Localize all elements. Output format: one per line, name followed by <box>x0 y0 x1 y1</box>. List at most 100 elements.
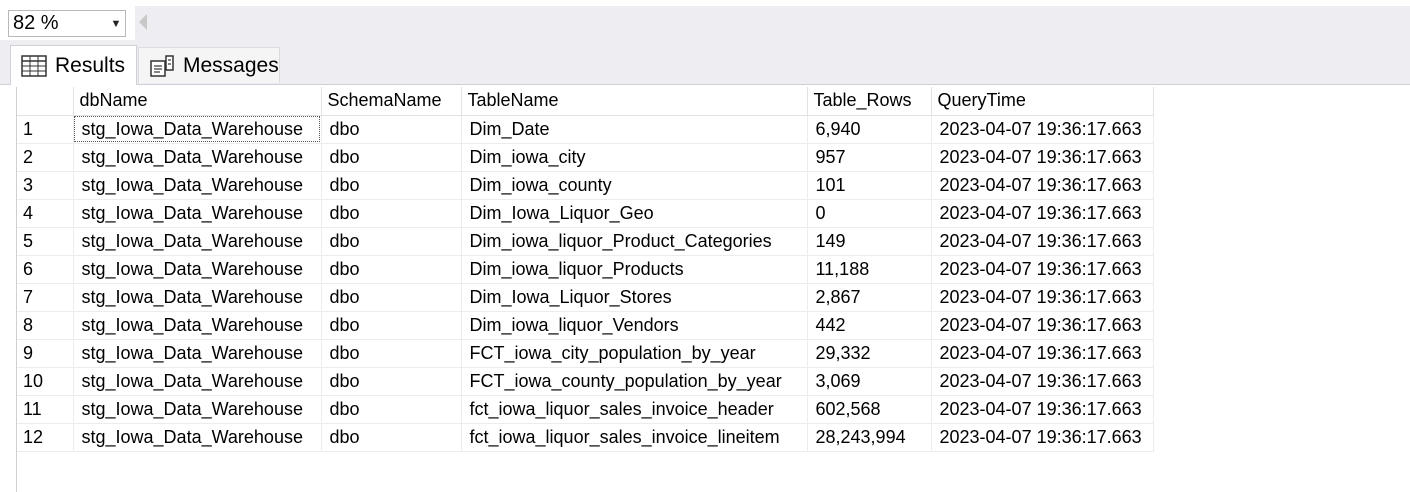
cell-querytime[interactable]: 2023-04-07 19:36:17.663 <box>931 311 1154 340</box>
cell-dbname[interactable]: stg_Iowa_Data_Warehouse <box>73 339 322 368</box>
cell-table-rows[interactable]: 2,867 <box>807 283 932 312</box>
row-number[interactable]: 6 <box>17 255 74 284</box>
chevron-down-icon[interactable]: ▼ <box>110 17 122 30</box>
cell-tablename[interactable]: Dim_iowa_liquor_Product_Categories <box>461 227 808 256</box>
scroll-left-icon[interactable] <box>139 14 147 30</box>
cell-tablename[interactable]: Dim_Date <box>461 115 808 144</box>
cell-querytime[interactable]: 2023-04-07 19:36:17.663 <box>931 143 1154 172</box>
row-number[interactable]: 8 <box>17 311 74 340</box>
col-header-rownum[interactable] <box>17 87 74 116</box>
cell-schemaname[interactable]: dbo <box>321 227 462 256</box>
row-number[interactable]: 5 <box>17 227 74 256</box>
cell-schemaname[interactable]: dbo <box>321 171 462 200</box>
row-number[interactable]: 1 <box>17 115 74 144</box>
table-row[interactable]: 4 stg_Iowa_Data_Warehouse dbo Dim_Iowa_L… <box>17 199 1154 228</box>
cell-table-rows[interactable]: 0 <box>807 199 932 228</box>
cell-schemaname[interactable]: dbo <box>321 395 462 424</box>
table-row[interactable]: 12 stg_Iowa_Data_Warehouse dbo fct_iowa_… <box>17 423 1154 452</box>
cell-dbname[interactable]: stg_Iowa_Data_Warehouse <box>73 283 322 312</box>
cell-dbname[interactable]: stg_Iowa_Data_Warehouse <box>73 423 322 452</box>
cell-tablename[interactable]: Dim_Iowa_Liquor_Stores <box>461 283 808 312</box>
cell-dbname[interactable]: stg_Iowa_Data_Warehouse <box>73 115 322 144</box>
cell-querytime[interactable]: 2023-04-07 19:36:17.663 <box>931 115 1154 144</box>
table-row[interactable]: 6 stg_Iowa_Data_Warehouse dbo Dim_iowa_l… <box>17 255 1154 284</box>
cell-tablename[interactable]: Dim_iowa_county <box>461 171 808 200</box>
cell-schemaname[interactable]: dbo <box>321 367 462 396</box>
col-header-schemaname[interactable]: SchemaName <box>321 87 462 116</box>
row-number[interactable]: 9 <box>17 339 74 368</box>
table-row[interactable]: 1 stg_Iowa_Data_Warehouse dbo Dim_Date 6… <box>17 115 1154 144</box>
cell-tablename[interactable]: Dim_iowa_city <box>461 143 808 172</box>
cell-querytime[interactable]: 2023-04-07 19:36:17.663 <box>931 227 1154 256</box>
cell-schemaname[interactable]: dbo <box>321 143 462 172</box>
table-row[interactable]: 2 stg_Iowa_Data_Warehouse dbo Dim_iowa_c… <box>17 143 1154 172</box>
cell-querytime[interactable]: 2023-04-07 19:36:17.663 <box>931 395 1154 424</box>
cell-table-rows[interactable]: 11,188 <box>807 255 932 284</box>
cell-dbname[interactable]: stg_Iowa_Data_Warehouse <box>73 199 322 228</box>
col-header-tablename[interactable]: TableName <box>461 87 808 116</box>
cell-table-rows[interactable]: 28,243,994 <box>807 423 932 452</box>
cell-dbname[interactable]: stg_Iowa_Data_Warehouse <box>73 143 322 172</box>
row-number[interactable]: 2 <box>17 143 74 172</box>
tab-messages-label: Messages <box>183 53 279 77</box>
tab-messages[interactable]: Messages <box>138 47 280 83</box>
table-row[interactable]: 7 stg_Iowa_Data_Warehouse dbo Dim_Iowa_L… <box>17 283 1154 312</box>
cell-dbname[interactable]: stg_Iowa_Data_Warehouse <box>73 255 322 284</box>
cell-table-rows[interactable]: 957 <box>807 143 932 172</box>
cell-schemaname[interactable]: dbo <box>321 339 462 368</box>
cell-querytime[interactable]: 2023-04-07 19:36:17.663 <box>931 423 1154 452</box>
cell-dbname[interactable]: stg_Iowa_Data_Warehouse <box>73 311 322 340</box>
cell-tablename[interactable]: Dim_iowa_liquor_Products <box>461 255 808 284</box>
tab-results-label: Results <box>55 53 126 77</box>
results-tab-bar: Results Messages <box>0 40 1410 85</box>
table-row[interactable]: 3 stg_Iowa_Data_Warehouse dbo Dim_iowa_c… <box>17 171 1154 200</box>
cell-dbname[interactable]: stg_Iowa_Data_Warehouse <box>73 367 322 396</box>
table-row[interactable]: 8 stg_Iowa_Data_Warehouse dbo Dim_iowa_l… <box>17 311 1154 340</box>
row-number[interactable]: 7 <box>17 283 74 312</box>
cell-table-rows[interactable]: 6,940 <box>807 115 932 144</box>
row-number[interactable]: 10 <box>17 367 74 396</box>
cell-tablename[interactable]: fct_iowa_liquor_sales_invoice_lineitem <box>461 423 808 452</box>
table-row[interactable]: 10 stg_Iowa_Data_Warehouse dbo FCT_iowa_… <box>17 367 1154 396</box>
cell-table-rows[interactable]: 602,568 <box>807 395 932 424</box>
cell-table-rows[interactable]: 101 <box>807 171 932 200</box>
row-number[interactable]: 12 <box>17 423 74 452</box>
cell-tablename[interactable]: fct_iowa_liquor_sales_invoice_header <box>461 395 808 424</box>
cell-querytime[interactable]: 2023-04-07 19:36:17.663 <box>931 283 1154 312</box>
cell-querytime[interactable]: 2023-04-07 19:36:17.663 <box>931 255 1154 284</box>
zoom-dropdown[interactable]: 82 % ▼ <box>8 10 126 37</box>
cell-dbname[interactable]: stg_Iowa_Data_Warehouse <box>73 227 322 256</box>
horizontal-scrollbar-track[interactable] <box>135 6 1410 40</box>
tab-results[interactable]: Results <box>10 45 137 85</box>
cell-tablename[interactable]: Dim_iowa_liquor_Vendors <box>461 311 808 340</box>
cell-tablename[interactable]: FCT_iowa_city_population_by_year <box>461 339 808 368</box>
cell-dbname[interactable]: stg_Iowa_Data_Warehouse <box>73 395 322 424</box>
cell-schemaname[interactable]: dbo <box>321 423 462 452</box>
table-row[interactable]: 9 stg_Iowa_Data_Warehouse dbo FCT_iowa_c… <box>17 339 1154 368</box>
cell-querytime[interactable]: 2023-04-07 19:36:17.663 <box>931 339 1154 368</box>
cell-querytime[interactable]: 2023-04-07 19:36:17.663 <box>931 199 1154 228</box>
cell-schemaname[interactable]: dbo <box>321 283 462 312</box>
col-header-table-rows[interactable]: Table_Rows <box>807 87 932 116</box>
results-grid[interactable]: dbName SchemaName TableName Table_Rows Q… <box>16 87 1410 492</box>
cell-table-rows[interactable]: 149 <box>807 227 932 256</box>
table-row[interactable]: 11 stg_Iowa_Data_Warehouse dbo fct_iowa_… <box>17 395 1154 424</box>
cell-table-rows[interactable]: 3,069 <box>807 367 932 396</box>
cell-schemaname[interactable]: dbo <box>321 255 462 284</box>
cell-schemaname[interactable]: dbo <box>321 199 462 228</box>
cell-schemaname[interactable]: dbo <box>321 115 462 144</box>
row-number[interactable]: 11 <box>17 395 74 424</box>
cell-tablename[interactable]: Dim_Iowa_Liquor_Geo <box>461 199 808 228</box>
row-number[interactable]: 3 <box>17 171 74 200</box>
table-row[interactable]: 5 stg_Iowa_Data_Warehouse dbo Dim_iowa_l… <box>17 227 1154 256</box>
cell-querytime[interactable]: 2023-04-07 19:36:17.663 <box>931 171 1154 200</box>
col-header-querytime[interactable]: QueryTime <box>931 87 1154 116</box>
col-header-dbname[interactable]: dbName <box>73 87 322 116</box>
cell-table-rows[interactable]: 442 <box>807 311 932 340</box>
cell-tablename[interactable]: FCT_iowa_county_population_by_year <box>461 367 808 396</box>
row-number[interactable]: 4 <box>17 199 74 228</box>
cell-schemaname[interactable]: dbo <box>321 311 462 340</box>
cell-dbname[interactable]: stg_Iowa_Data_Warehouse <box>73 171 322 200</box>
cell-table-rows[interactable]: 29,332 <box>807 339 932 368</box>
cell-querytime[interactable]: 2023-04-07 19:36:17.663 <box>931 367 1154 396</box>
